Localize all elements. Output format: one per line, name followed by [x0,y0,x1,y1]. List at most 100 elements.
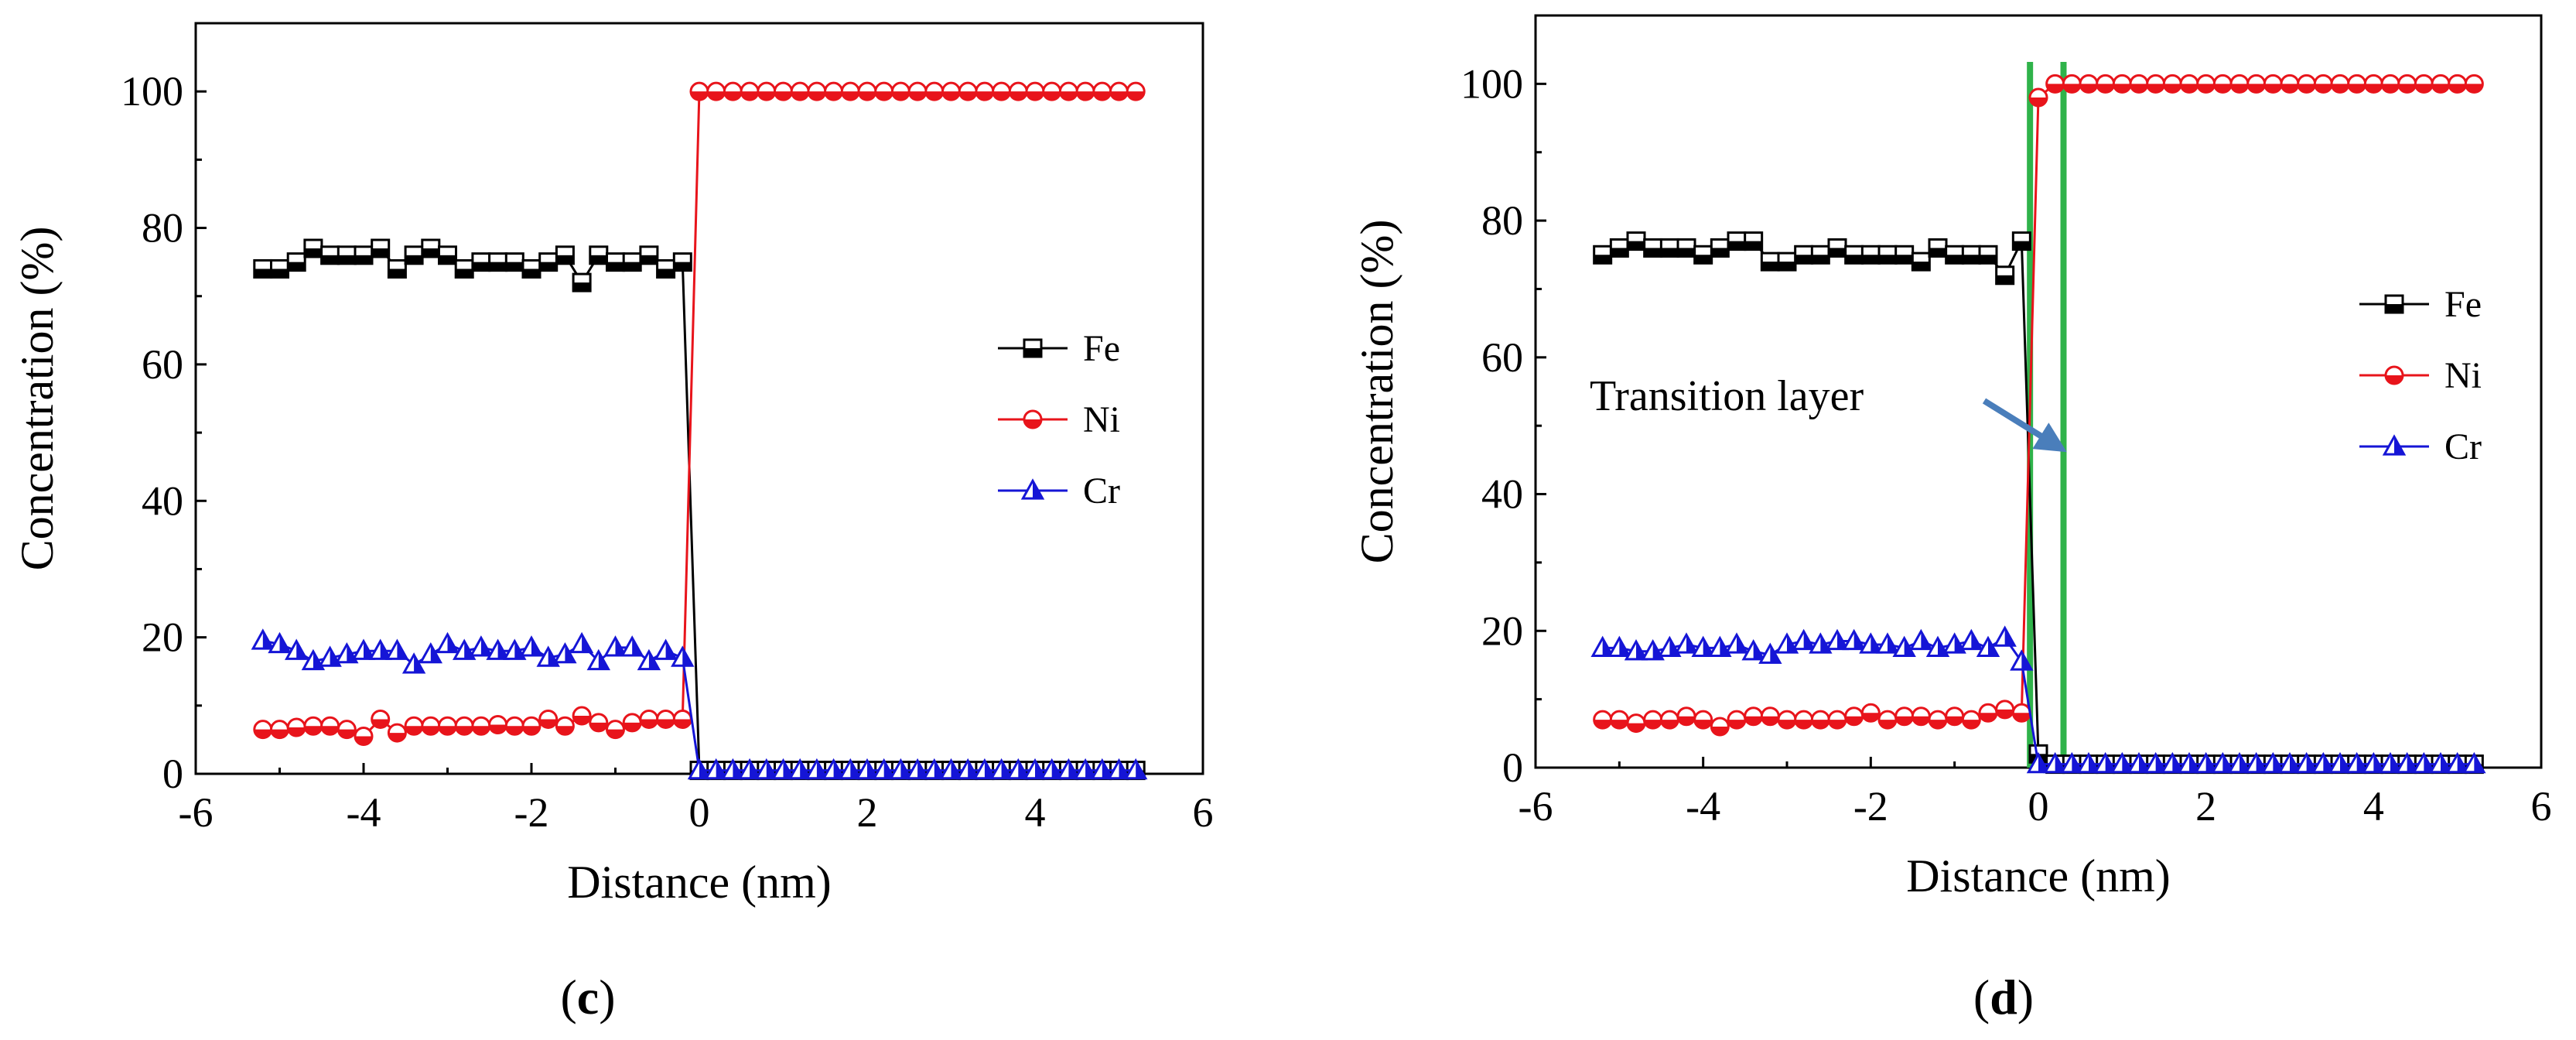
data-point-fe [1877,245,1898,265]
series-line-fe [262,247,1136,772]
data-point-ni [2212,74,2233,94]
data-point-fe [354,245,374,265]
legend-marker [2384,294,2404,314]
series-line-ni [262,90,1136,738]
legend: Fe Ni Cr [2359,284,2482,467]
data-point-ni [1593,710,1613,730]
data-point-cr [2211,751,2235,774]
data-point-cr [2043,751,2067,774]
x-tick-label: 4 [1025,789,1046,836]
data-point-ni [2129,74,2149,94]
data-point-cr [687,758,712,780]
legend-marker [1023,409,1043,429]
data-point-ni [1693,710,1713,730]
x-tick-label: -2 [1853,783,1888,830]
y-tick-label: 40 [142,477,183,524]
data-point-ni [2448,74,2468,94]
x-tick-label: 0 [689,789,710,836]
data-point-cr [1057,758,1081,780]
legend-label: Ni [2444,355,2482,396]
data-point-cr [1976,635,2000,657]
data-point-ni [320,716,340,736]
data-point-fe [1844,245,1864,265]
data-point-ni [941,81,961,101]
data-point-cr [469,635,494,657]
legend-label: Fe [2444,284,2482,325]
data-point-ni [2079,74,2099,94]
x-tick-label: 6 [1193,789,1214,836]
data-point-cr [1624,639,1648,661]
data-point-ni [958,81,978,101]
data-point-fe [438,245,457,265]
x-axis-label: Distance (nm) [567,857,832,908]
data-point-fe [1643,238,1663,258]
data-point-cr [1741,639,1765,661]
legend-marker [1020,478,1045,500]
data-point-ni [992,81,1012,101]
data-point-cr [2378,751,2403,774]
data-point-cr [2362,751,2386,774]
data-point-fe [1693,245,1713,265]
data-point-cr [2445,751,2469,774]
data-point-cr [2244,751,2268,774]
data-point-ni [454,716,474,736]
data-point-ni [774,81,793,101]
data-point-ni [1092,81,1112,101]
data-point-cr [2328,751,2352,774]
data-point-cr [453,638,477,660]
y-tick-label: 20 [142,614,183,661]
data-point-fe [1659,238,1679,258]
legend-item-cr: Cr [998,470,1120,511]
data-point-cr [2076,751,2101,774]
legend-item-cr: Cr [2359,426,2482,467]
x-tick-label: 2 [857,789,878,836]
data-point-fe [1760,251,1780,272]
data-point-ni [689,81,709,101]
data-point-fe [1676,238,1696,258]
data-point-ni [757,81,777,101]
data-point-fe [639,245,659,265]
data-point-ni [404,716,424,736]
data-point-fe [1710,238,1730,258]
data-point-ni [1911,706,1931,727]
data-point-cr [1107,758,1131,780]
data-point-ni [706,81,726,101]
legend-marker [2384,365,2404,385]
data-point-cr [1590,635,1614,657]
x-tick-label: 4 [2363,783,2384,830]
data-point-ni [1710,717,1730,737]
legend: Fe Ni Cr [998,328,1120,511]
series-line-fe [1602,239,2475,766]
data-point-cr [2127,751,2151,774]
data-point-cr [268,631,292,654]
data-point-ni [2363,74,2383,94]
data-point-cr [1993,625,2017,647]
data-point-fe [572,272,592,292]
data-point-cr [654,638,678,660]
data-point-cr [1124,758,1148,780]
y-tick-label: 0 [162,751,183,797]
data-point-cr [637,648,661,671]
data-point-cr [1959,628,1983,651]
data-point-cr [972,758,997,780]
data-point-ni [975,81,995,101]
data-point-fe [2011,231,2031,251]
data-point-ni [387,723,407,743]
data-point-cr [788,758,812,780]
data-point-fe [303,238,323,258]
data-point-fe [589,245,609,265]
data-point-cr [2161,751,2185,774]
data-point-ni [2431,74,2451,94]
data-point-cr [721,758,745,780]
data-point-fe [1961,245,1981,265]
data-point-ni [1777,710,1797,730]
data-point-cr [1758,642,1782,664]
data-point-ni [1961,710,1981,730]
data-point-fe [538,252,559,272]
y-tick-label: 100 [1461,60,1523,107]
data-point-cr [1792,628,1816,651]
data-point-fe [471,252,491,272]
x-tick-label: -6 [179,789,214,836]
data-point-fe [270,258,289,279]
